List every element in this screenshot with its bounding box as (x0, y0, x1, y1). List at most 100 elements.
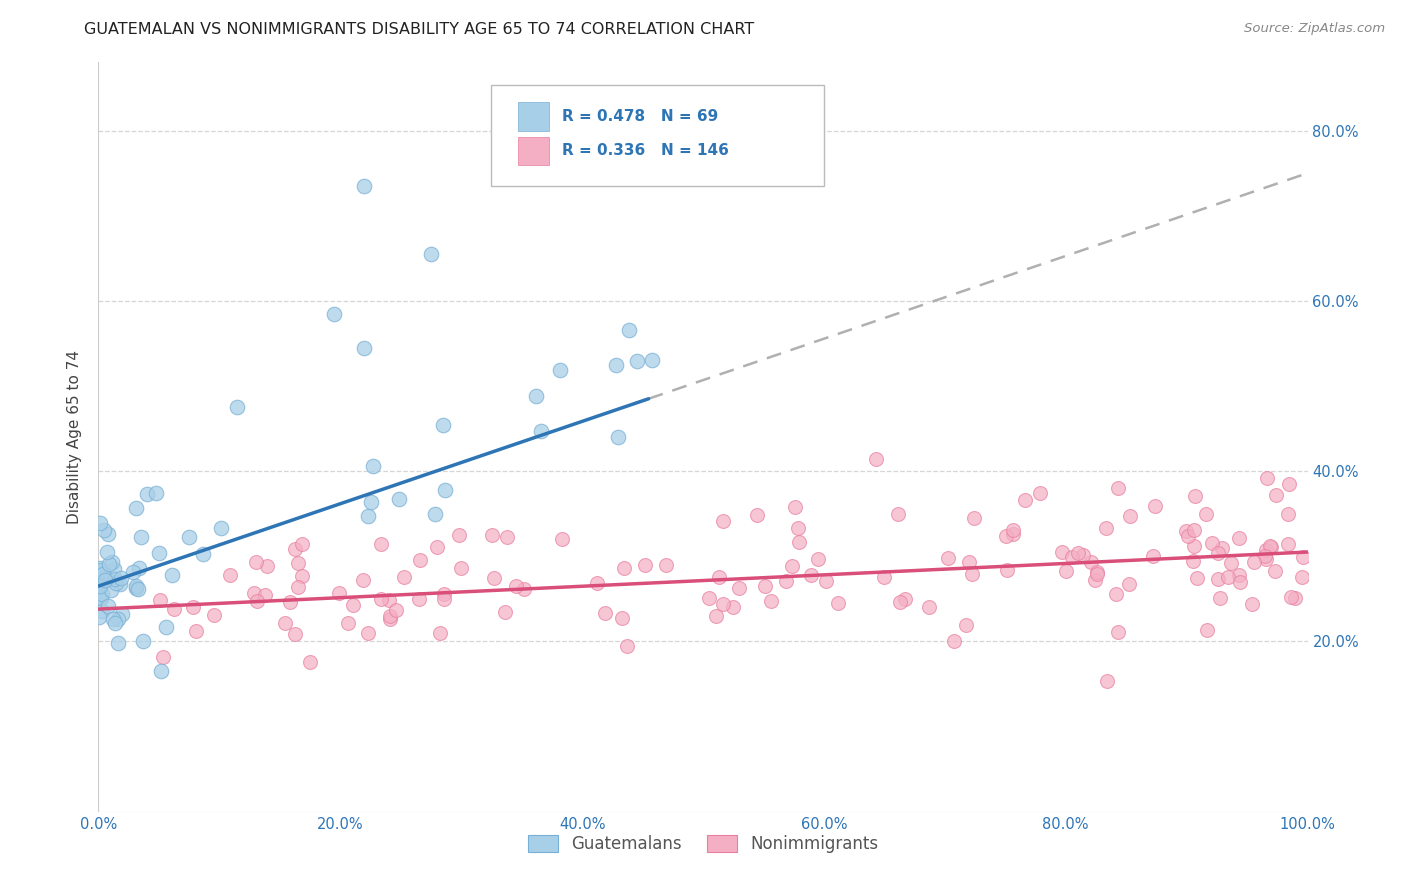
Point (356, 625, 378, 640)
Point (1184, 489, 1206, 503)
Point (994, 529, 1017, 543)
Point (433, 587, 456, 601)
Bar (517, 103, 550, 130)
Point (814, 574, 837, 589)
Point (481, 528, 503, 542)
Point (1028, 486, 1050, 500)
Point (1201, 535, 1223, 549)
Point (191, 548, 214, 562)
Point (1105, 587, 1128, 601)
Point (160, 567, 183, 582)
Point (152, 650, 174, 665)
Point (380, 612, 402, 626)
Point (356, 509, 378, 524)
Point (132, 633, 155, 648)
Point (111, 607, 134, 622)
Point (827, 596, 849, 610)
Point (420, 247, 443, 261)
Point (287, 556, 309, 570)
Point (97, 526, 120, 541)
Point (87, 610, 110, 624)
Point (505, 579, 527, 593)
Point (1216, 570, 1239, 584)
Point (918, 599, 941, 614)
Point (450, 560, 472, 574)
Point (429, 626, 451, 640)
Point (360, 495, 382, 509)
Point (353, 178, 375, 193)
Point (697, 591, 720, 606)
Point (90, 604, 112, 618)
Point (865, 452, 887, 467)
Point (1002, 523, 1025, 537)
Point (1095, 674, 1118, 689)
Point (1254, 549, 1277, 563)
Point (1291, 569, 1313, 583)
Point (128, 561, 150, 575)
Point (711, 597, 734, 611)
Point (1119, 509, 1142, 524)
Point (1220, 557, 1243, 571)
Point (997, 563, 1019, 577)
FancyBboxPatch shape (492, 85, 824, 186)
Point (423, 507, 446, 521)
Point (149, 665, 172, 679)
Point (1277, 537, 1299, 551)
Text: R = 0.336   N = 146: R = 0.336 N = 146 (561, 144, 728, 159)
Point (181, 600, 204, 615)
Point (385, 603, 408, 617)
Point (104, 572, 127, 586)
Point (94, 568, 117, 582)
Point (100, 555, 122, 569)
Point (530, 424, 553, 438)
Point (107, 636, 129, 650)
Point (100, 583, 122, 598)
Point (1182, 540, 1205, 554)
Point (593, 607, 616, 621)
Point (787, 535, 810, 549)
Point (184, 624, 207, 638)
Point (1095, 521, 1118, 535)
Point (893, 591, 915, 606)
Y-axis label: Disability Age 65 to 74: Disability Age 65 to 74 (67, 350, 83, 524)
Point (1256, 551, 1278, 566)
Point (1085, 565, 1108, 579)
Point (125, 582, 148, 596)
Point (1279, 590, 1302, 604)
Point (1208, 572, 1230, 586)
Point (709, 570, 731, 584)
Point (704, 609, 727, 624)
Point (246, 594, 269, 608)
Point (641, 352, 664, 367)
Point (219, 567, 242, 582)
Point (96, 545, 118, 559)
Point (634, 558, 657, 572)
Point (291, 537, 314, 551)
Point (495, 530, 517, 544)
Point (626, 354, 648, 368)
Point (103, 562, 125, 576)
Point (728, 581, 751, 595)
Point (89, 561, 111, 575)
Point (605, 359, 627, 373)
Point (1241, 597, 1264, 611)
Point (148, 546, 170, 560)
Point (432, 418, 454, 433)
Point (432, 591, 454, 606)
Point (129, 530, 152, 544)
Point (89, 591, 111, 606)
Point (721, 599, 744, 614)
Point (256, 559, 278, 574)
Point (1107, 482, 1129, 496)
Point (1227, 531, 1250, 545)
Point (960, 566, 983, 581)
Point (963, 511, 986, 525)
Point (1278, 476, 1301, 491)
Point (655, 558, 678, 573)
Point (253, 588, 276, 602)
Point (122, 565, 145, 579)
Point (1085, 566, 1108, 581)
Point (155, 620, 177, 634)
Point (494, 605, 516, 619)
Point (336, 616, 359, 631)
